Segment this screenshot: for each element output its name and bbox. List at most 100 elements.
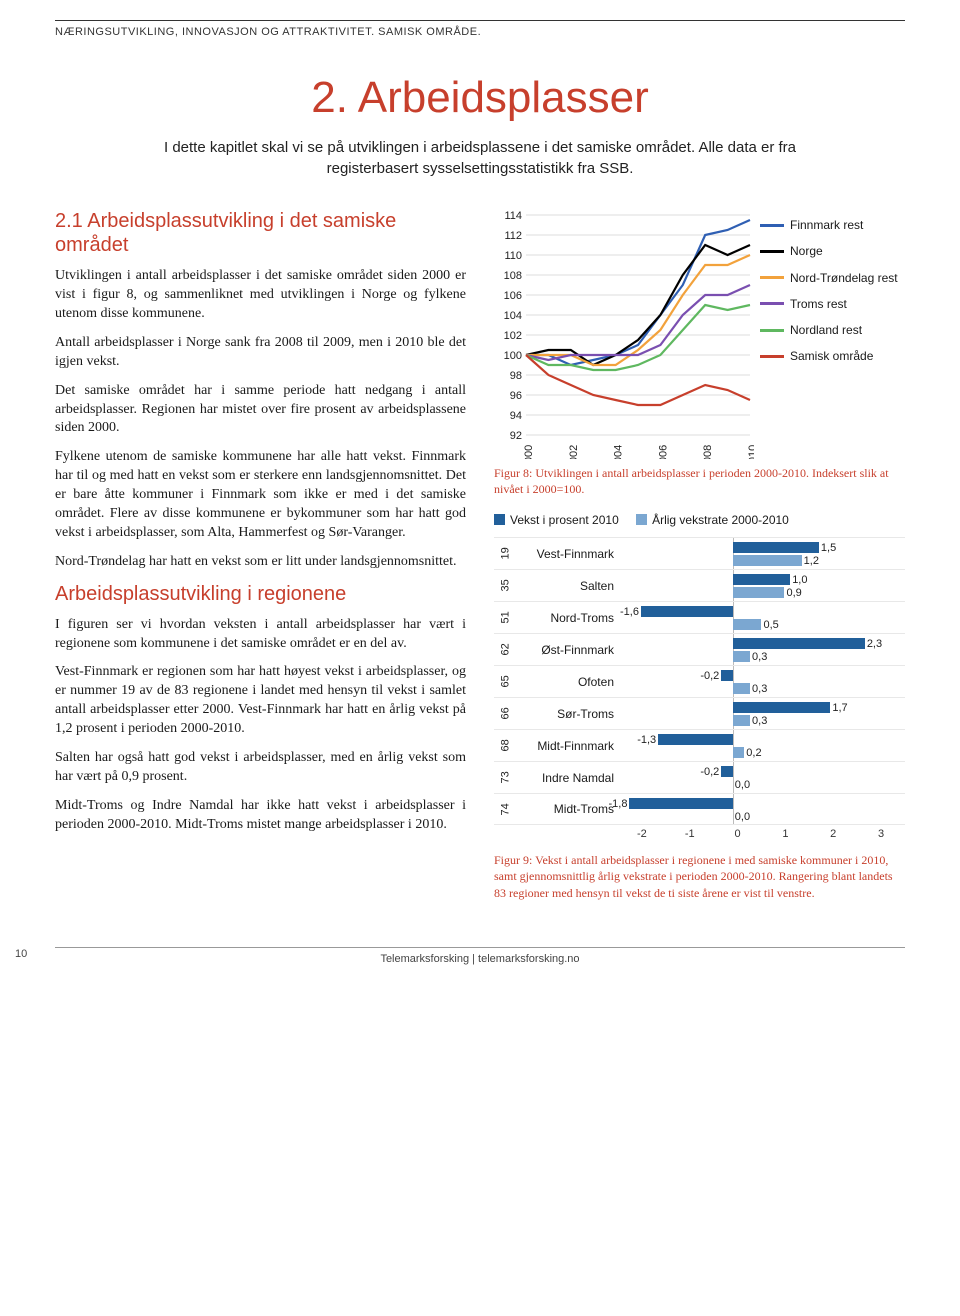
svg-text:2010: 2010 (747, 445, 754, 459)
svg-text:108: 108 (504, 270, 522, 282)
svg-text:98: 98 (510, 370, 522, 382)
body-paragraph: Det samiske området har i samme periode … (55, 382, 466, 439)
legend-swatch (636, 514, 647, 525)
bar-value-label: -1,6 (620, 605, 639, 620)
bar-row-plot: 1,70,3 (618, 698, 905, 729)
right-column: 9294969810010210410610811011211420002002… (494, 209, 905, 915)
line-chart-figure-8: 9294969810010210410610811011211420002002… (494, 209, 905, 459)
legend-swatch (760, 329, 784, 332)
bar-row: 73Indre Namdal-0,20,0 (494, 761, 905, 793)
legend-item: Troms rest (760, 296, 898, 312)
axis-tick-label: 3 (857, 827, 905, 842)
svg-text:94: 94 (510, 410, 522, 422)
two-column-layout: 2.1 Arbeidsplassutvikling i det samiske … (55, 209, 905, 915)
bar-row-region: Midt-Finnmark (518, 738, 618, 754)
svg-text:2000: 2000 (523, 445, 535, 459)
bar-value-label: 1,2 (804, 554, 819, 569)
axis-tick-label: -1 (666, 827, 714, 842)
bar-value-label: 0,3 (752, 714, 767, 729)
svg-text:104: 104 (504, 310, 522, 322)
bar-row: 65Ofoten-0,20,3 (494, 665, 905, 697)
svg-text:2002: 2002 (568, 445, 580, 459)
bar-row-rank: 68 (499, 734, 514, 758)
bar-row-rank: 74 (499, 797, 514, 821)
body-paragraph: Fylkene utenom de samiske kommunene har … (55, 448, 466, 542)
body-paragraph: Antall arbeidsplasser i Norge sank fra 2… (55, 334, 466, 372)
line-chart-svg: 9294969810010210410610811011211420002002… (494, 209, 754, 459)
bar-value-label: -0,2 (700, 669, 719, 684)
bar-row-plot: -0,2 0,0 (618, 762, 905, 793)
svg-text:112: 112 (504, 230, 522, 242)
bar-row-plot: -1,3 0,2 (618, 730, 905, 761)
bar-row: 74Midt-Troms-1,80,0 (494, 793, 905, 825)
bar-row-plot: 2,30,3 (618, 634, 905, 665)
legend-item: Samisk område (760, 348, 898, 364)
bar-row: 62Øst-Finnmark2,30,3 (494, 633, 905, 665)
body-paragraph: Nord-Trøndelag har hatt en vekst som er … (55, 553, 466, 572)
axis-tick-label: 0 (714, 827, 762, 842)
footer-publisher: Telemarksforsking | telemarksforsking.no (55, 947, 905, 967)
legend-label: Samisk område (790, 348, 873, 364)
body-paragraph: Salten har også hatt god vekst i arbeids… (55, 749, 466, 787)
bar-value-label: 0,3 (752, 682, 767, 697)
legend-label: Nord-Trøndelag rest (790, 270, 898, 286)
legend-item: Norge (760, 243, 898, 259)
svg-text:2004: 2004 (613, 445, 625, 459)
bar-value-label: -1,3 (637, 733, 656, 748)
bar-row: 66Sør-Troms1,70,3 (494, 697, 905, 729)
legend-label: Årlig vekstrate 2000-2010 (652, 512, 789, 528)
bar-value-label: 0,0 (735, 810, 750, 825)
legend-swatch (494, 514, 505, 525)
svg-text:2006: 2006 (657, 445, 669, 459)
section-2-1-heading: 2.1 Arbeidsplassutvikling i det samiske … (55, 209, 466, 257)
page-footer: 10 Telemarksforsking | telemarksforsking… (55, 947, 905, 967)
bar-value-label: 2,3 (867, 637, 882, 652)
legend-item: Vekst i prosent 2010 (494, 512, 619, 528)
body-paragraph: Midt-Troms og Indre Namdal har ikke hatt… (55, 797, 466, 835)
bar-chart-legend: Vekst i prosent 2010 Årlig vekstrate 200… (494, 512, 905, 530)
chapter-intro: I dette kapitlet skal vi se på utvikling… (120, 137, 840, 179)
bar-row-plot: 1,00,9 (618, 570, 905, 601)
bar-row: 51Nord-Troms-1,60,5 (494, 601, 905, 633)
legend-label: Norge (790, 243, 823, 259)
legend-swatch (760, 355, 784, 358)
figure-9-caption: Figur 9: Vekst i antall arbeidsplasser i… (494, 852, 905, 901)
bar-row: 35Salten1,00,9 (494, 569, 905, 601)
bar-row-region: Sør-Troms (518, 706, 618, 722)
body-paragraph: I figuren ser vi hvordan veksten i antal… (55, 616, 466, 654)
legend-swatch (760, 276, 784, 279)
svg-text:110: 110 (504, 250, 522, 262)
body-paragraph: Utviklingen i antall arbeidsplasser i de… (55, 267, 466, 324)
bar-value-label: 0,2 (746, 746, 761, 761)
bar-row-region: Midt-Troms (518, 801, 618, 817)
bar-row-plot: -1,80,0 (618, 794, 905, 824)
bar-row-region: Øst-Finnmark (518, 642, 618, 658)
bar-row-plot: -1,60,5 (618, 602, 905, 633)
bar-row: 19Vest-Finnmark1,51,2 (494, 537, 905, 569)
bar-row-rank: 62 (499, 638, 514, 662)
svg-text:114: 114 (504, 210, 522, 222)
bar-row-rank: 19 (499, 542, 514, 566)
axis-tick-label: 1 (761, 827, 809, 842)
body-paragraph: Vest-Finnmark er regionen som har hatt h… (55, 663, 466, 739)
bar-value-label: 0,0 (735, 778, 750, 793)
bar-row-region: Indre Namdal (518, 770, 618, 786)
bar-row-rank: 65 (499, 670, 514, 694)
svg-text:102: 102 (504, 330, 522, 342)
svg-text:100: 100 (504, 350, 522, 362)
bar-chart-x-axis: -2-10123 (494, 827, 905, 842)
legend-item: Nord-Trøndelag rest (760, 270, 898, 286)
legend-label: Finnmark rest (790, 217, 863, 233)
legend-swatch (760, 302, 784, 305)
bar-row-region: Nord-Troms (518, 610, 618, 626)
bar-value-label: -0,2 (700, 765, 719, 780)
axis-tick-label: -2 (618, 827, 666, 842)
bar-row-plot: -0,2 0,3 (618, 666, 905, 697)
svg-text:92: 92 (510, 430, 522, 442)
bar-row-rank: 35 (499, 574, 514, 598)
legend-item: Årlig vekstrate 2000-2010 (636, 512, 789, 528)
bar-value-label: 1,5 (821, 541, 836, 556)
bar-value-label: 0,9 (786, 586, 801, 601)
bar-row-rank: 51 (499, 606, 514, 630)
svg-text:96: 96 (510, 390, 522, 402)
